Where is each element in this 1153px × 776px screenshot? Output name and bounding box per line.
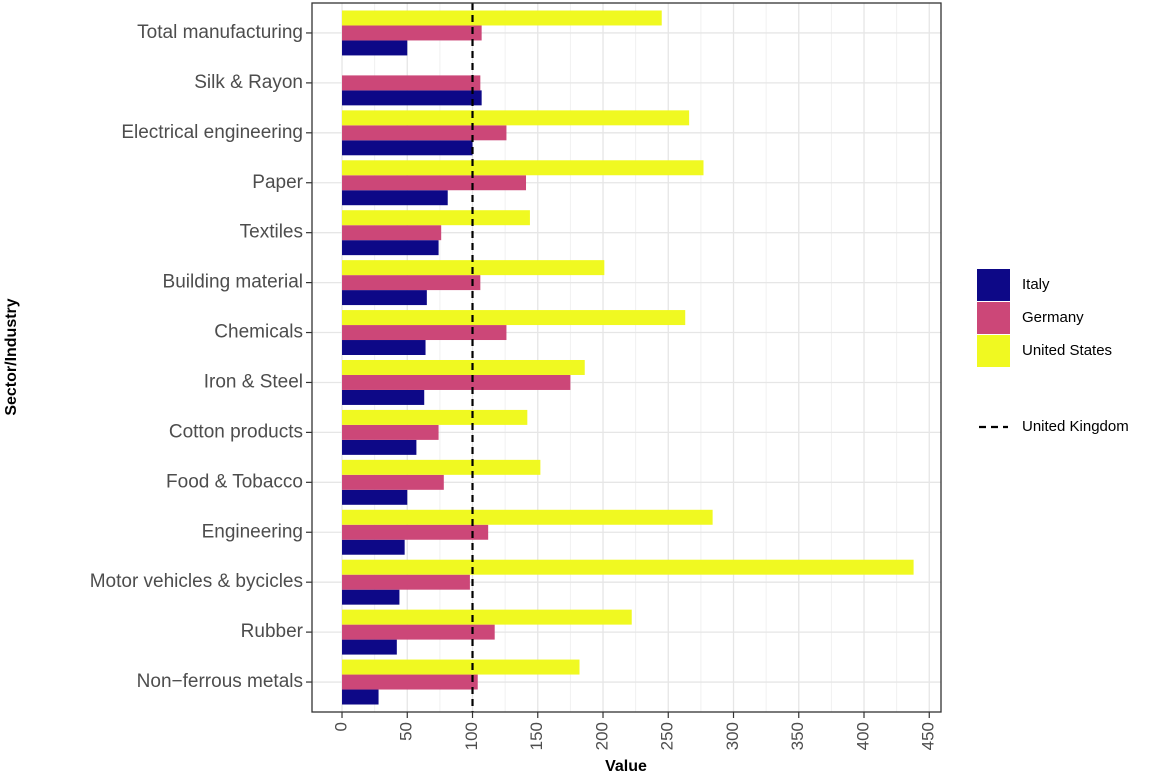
x-tick-label: 450: [919, 722, 938, 750]
y-tick-label: Paper: [252, 172, 303, 193]
y-tick-label: Non−ferrous metals: [137, 671, 303, 692]
legend-label: Italy: [1022, 276, 1050, 293]
x-tick-label: 400: [853, 722, 872, 750]
y-tick-label: Rubber: [241, 621, 304, 642]
bar: [342, 539, 405, 555]
y-tick-label: Iron & Steel: [204, 371, 303, 392]
bar: [342, 110, 690, 126]
y-tick-label: Textiles: [240, 222, 303, 243]
x-tick-label: 250: [658, 722, 677, 750]
bar: [342, 589, 400, 605]
bar: [342, 125, 507, 141]
bar: [342, 674, 478, 690]
bar: [342, 409, 528, 425]
bar: [342, 240, 439, 256]
bar: [342, 40, 408, 56]
bar: [342, 474, 444, 490]
legend-label: United States: [1022, 342, 1112, 359]
y-axis-title: Sector/Industry: [3, 298, 20, 415]
bar: [342, 424, 439, 440]
bar: [342, 275, 481, 291]
bar: [342, 559, 914, 575]
bar: [342, 290, 427, 306]
legend-label: Germany: [1022, 309, 1084, 326]
bar: [342, 10, 662, 26]
x-tick-label: 350: [788, 722, 807, 750]
bar: [342, 374, 571, 390]
y-tick-label: Silk & Rayon: [194, 72, 303, 93]
y-tick-label: Engineering: [202, 521, 303, 542]
bar: [342, 459, 541, 475]
bar: [342, 325, 507, 341]
bar: [342, 90, 482, 106]
bar: [342, 389, 425, 405]
y-tick-label: Chemicals: [214, 322, 303, 343]
bar: [342, 340, 426, 356]
bar: [342, 574, 470, 590]
y-tick-label: Cotton products: [169, 421, 303, 442]
legend-label: United Kingdom: [1022, 418, 1129, 435]
y-tick-label: Food & Tobacco: [166, 471, 303, 492]
x-axis-title: Value: [605, 758, 647, 775]
bar: [342, 25, 482, 41]
bar: [342, 160, 704, 176]
legend-swatch: [977, 302, 1010, 334]
bar: [342, 524, 489, 540]
panel-border: [311, 2, 942, 713]
x-tick-label: 50: [397, 722, 416, 741]
legend-swatch: [977, 335, 1010, 367]
bar: [342, 175, 527, 191]
bar: [342, 310, 686, 326]
x-tick-label: 100: [462, 722, 481, 750]
bar: [342, 225, 442, 241]
bar: [342, 439, 417, 455]
bar: [342, 659, 580, 675]
bar: [342, 190, 448, 206]
y-tick-label: Total manufacturing: [137, 22, 303, 43]
y-tick-label: Motor vehicles & bycicles: [90, 571, 303, 592]
y-tick-label: Electrical engineering: [121, 122, 303, 143]
x-tick-label: 150: [527, 722, 546, 750]
bar: [342, 140, 473, 156]
x-tick-label: 300: [723, 722, 742, 750]
bar: [342, 689, 379, 705]
legend-swatch: [977, 269, 1010, 301]
x-tick-label: 200: [592, 722, 611, 750]
bar: [342, 609, 632, 625]
bar: [342, 210, 530, 226]
y-tick-label: Building material: [163, 272, 303, 293]
bar: [342, 489, 408, 505]
x-tick-label: 0: [331, 722, 350, 731]
bar: [342, 359, 585, 375]
bar: [342, 624, 495, 640]
bar: [342, 75, 481, 91]
bar: [342, 639, 397, 655]
bar: [342, 509, 713, 525]
